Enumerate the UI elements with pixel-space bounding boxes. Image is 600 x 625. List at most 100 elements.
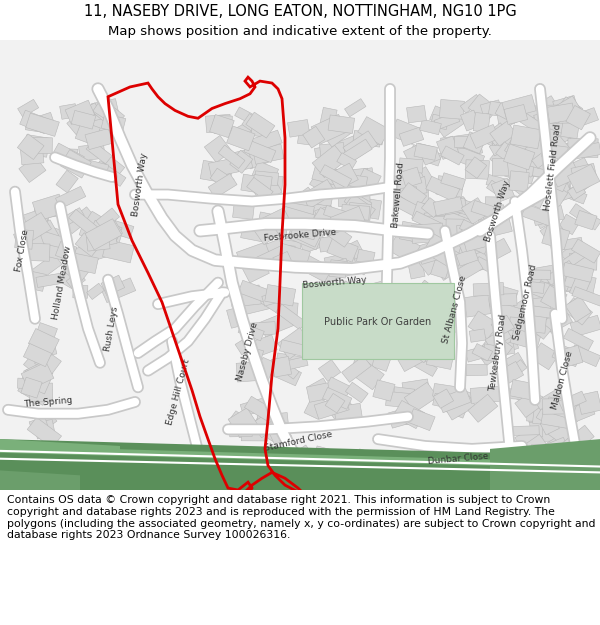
- FancyBboxPatch shape: [262, 291, 284, 306]
- FancyBboxPatch shape: [482, 204, 509, 227]
- FancyBboxPatch shape: [568, 183, 586, 200]
- FancyBboxPatch shape: [251, 161, 278, 185]
- FancyBboxPatch shape: [559, 246, 589, 271]
- FancyBboxPatch shape: [400, 187, 418, 202]
- FancyBboxPatch shape: [15, 229, 34, 249]
- FancyBboxPatch shape: [338, 173, 368, 188]
- FancyBboxPatch shape: [75, 121, 100, 145]
- FancyBboxPatch shape: [287, 119, 310, 137]
- FancyBboxPatch shape: [227, 307, 245, 328]
- FancyBboxPatch shape: [253, 144, 284, 164]
- FancyBboxPatch shape: [66, 271, 85, 289]
- Text: Rush Leys: Rush Leys: [104, 306, 121, 352]
- FancyBboxPatch shape: [463, 132, 486, 154]
- FancyBboxPatch shape: [547, 136, 570, 158]
- FancyBboxPatch shape: [320, 142, 346, 162]
- FancyBboxPatch shape: [509, 426, 539, 436]
- FancyBboxPatch shape: [23, 134, 50, 158]
- FancyBboxPatch shape: [314, 396, 349, 419]
- FancyBboxPatch shape: [241, 424, 268, 441]
- FancyBboxPatch shape: [404, 382, 437, 412]
- FancyBboxPatch shape: [548, 171, 569, 192]
- FancyBboxPatch shape: [278, 356, 308, 372]
- FancyBboxPatch shape: [389, 176, 412, 198]
- FancyBboxPatch shape: [545, 417, 575, 445]
- FancyBboxPatch shape: [17, 378, 36, 389]
- FancyBboxPatch shape: [569, 275, 591, 298]
- FancyBboxPatch shape: [414, 143, 437, 160]
- FancyBboxPatch shape: [386, 391, 415, 408]
- FancyBboxPatch shape: [278, 244, 310, 266]
- FancyBboxPatch shape: [421, 149, 441, 165]
- FancyBboxPatch shape: [571, 158, 590, 175]
- FancyBboxPatch shape: [360, 316, 377, 328]
- FancyBboxPatch shape: [443, 198, 467, 215]
- FancyBboxPatch shape: [416, 239, 448, 264]
- Text: Fosbrooke Drive: Fosbrooke Drive: [263, 228, 337, 243]
- FancyBboxPatch shape: [566, 401, 586, 412]
- FancyBboxPatch shape: [314, 206, 335, 222]
- FancyBboxPatch shape: [239, 448, 266, 471]
- FancyBboxPatch shape: [420, 216, 449, 226]
- FancyBboxPatch shape: [409, 144, 442, 166]
- FancyBboxPatch shape: [227, 126, 255, 151]
- FancyBboxPatch shape: [340, 139, 372, 165]
- FancyBboxPatch shape: [252, 174, 272, 191]
- Text: Contains OS data © Crown copyright and database right 2021. This information is : Contains OS data © Crown copyright and d…: [7, 496, 596, 540]
- FancyBboxPatch shape: [328, 115, 355, 134]
- FancyBboxPatch shape: [454, 136, 473, 148]
- FancyBboxPatch shape: [456, 249, 478, 266]
- FancyBboxPatch shape: [416, 143, 435, 158]
- FancyBboxPatch shape: [542, 224, 570, 250]
- FancyBboxPatch shape: [554, 281, 575, 292]
- FancyBboxPatch shape: [482, 332, 512, 361]
- FancyBboxPatch shape: [502, 146, 529, 164]
- FancyBboxPatch shape: [550, 160, 580, 187]
- FancyBboxPatch shape: [460, 219, 490, 241]
- FancyBboxPatch shape: [23, 249, 42, 258]
- FancyBboxPatch shape: [241, 229, 264, 242]
- FancyBboxPatch shape: [482, 238, 511, 262]
- FancyBboxPatch shape: [311, 114, 347, 144]
- FancyBboxPatch shape: [570, 345, 600, 367]
- Text: Naseby Drive: Naseby Drive: [236, 321, 260, 382]
- FancyBboxPatch shape: [355, 289, 371, 305]
- FancyBboxPatch shape: [504, 104, 527, 124]
- FancyBboxPatch shape: [399, 182, 427, 208]
- FancyBboxPatch shape: [60, 272, 78, 289]
- FancyBboxPatch shape: [538, 96, 560, 118]
- FancyBboxPatch shape: [60, 149, 91, 178]
- FancyBboxPatch shape: [563, 272, 596, 296]
- FancyBboxPatch shape: [76, 118, 109, 139]
- FancyBboxPatch shape: [550, 238, 583, 252]
- Text: Dunbar Close: Dunbar Close: [427, 451, 489, 466]
- FancyBboxPatch shape: [490, 144, 515, 169]
- FancyBboxPatch shape: [569, 142, 600, 160]
- FancyBboxPatch shape: [456, 226, 492, 253]
- FancyBboxPatch shape: [260, 174, 283, 192]
- FancyBboxPatch shape: [307, 219, 337, 235]
- FancyBboxPatch shape: [570, 315, 600, 337]
- FancyBboxPatch shape: [344, 314, 362, 330]
- FancyBboxPatch shape: [319, 107, 337, 129]
- FancyBboxPatch shape: [494, 329, 517, 349]
- FancyBboxPatch shape: [492, 159, 517, 176]
- FancyBboxPatch shape: [473, 282, 504, 296]
- FancyBboxPatch shape: [496, 142, 523, 167]
- FancyBboxPatch shape: [68, 253, 98, 274]
- FancyBboxPatch shape: [326, 396, 354, 420]
- FancyBboxPatch shape: [466, 364, 487, 376]
- FancyBboxPatch shape: [532, 142, 563, 168]
- FancyBboxPatch shape: [418, 280, 445, 304]
- FancyBboxPatch shape: [502, 94, 536, 119]
- FancyBboxPatch shape: [449, 206, 471, 229]
- FancyBboxPatch shape: [536, 439, 569, 467]
- FancyBboxPatch shape: [544, 438, 570, 461]
- FancyBboxPatch shape: [464, 294, 491, 317]
- FancyBboxPatch shape: [497, 361, 524, 386]
- FancyBboxPatch shape: [408, 259, 425, 279]
- FancyBboxPatch shape: [61, 149, 78, 164]
- FancyBboxPatch shape: [317, 118, 341, 136]
- FancyBboxPatch shape: [569, 253, 597, 270]
- FancyBboxPatch shape: [359, 459, 384, 471]
